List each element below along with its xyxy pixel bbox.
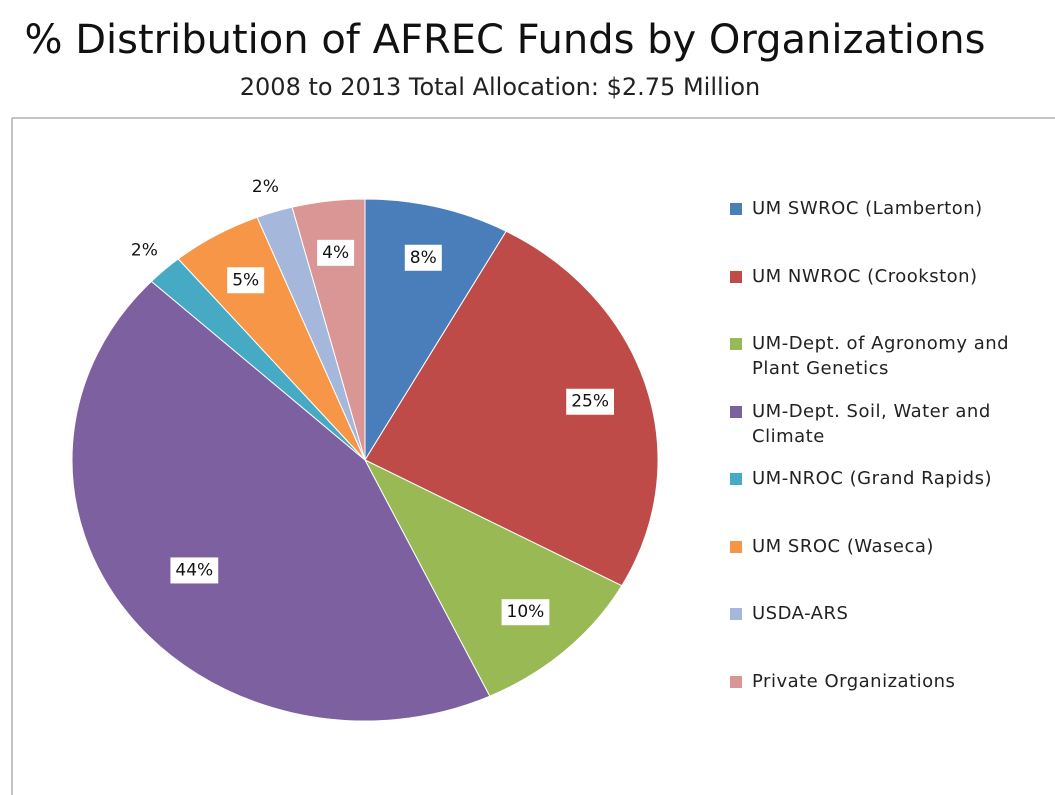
- pie-slice: [71, 280, 491, 722]
- legend-label: UM-Dept. Soil, Water and Climate: [752, 400, 991, 447]
- legend-item: UM NWROC (Crookston): [730, 264, 1052, 289]
- data-label-box: [317, 239, 355, 266]
- data-label: 2%: [252, 177, 279, 197]
- pie-slice: [363, 458, 623, 697]
- legend-swatch: [730, 540, 742, 553]
- data-label-box: [566, 388, 614, 415]
- data-label: 10%: [507, 602, 545, 622]
- legend-item: UM SWROC (Lamberton): [730, 196, 1052, 221]
- legend-label: UM SROC (Waseca): [752, 535, 934, 557]
- data-label: 4%: [322, 243, 349, 263]
- pie-slice: [364, 198, 507, 462]
- pie-slice: [364, 230, 659, 587]
- legend-swatch: [730, 203, 742, 215]
- legend-swatch: [730, 473, 742, 485]
- data-label: 44%: [175, 560, 213, 580]
- chart-subtitle: 2008 to 2013 Total Allocation: $2.75 Mil…: [240, 73, 760, 101]
- data-label: 2%: [131, 241, 158, 261]
- legend-swatch: [730, 270, 742, 283]
- data-label-box: [170, 557, 219, 584]
- legend-swatch: [730, 338, 742, 350]
- data-label: 25%: [571, 392, 609, 412]
- legend-label: UM SWROC (Lamberton): [752, 198, 983, 219]
- legend-swatch: [730, 608, 742, 620]
- legend-item: Private Organizations: [730, 669, 1052, 694]
- legend-swatch: [730, 675, 742, 688]
- data-label: 5%: [232, 270, 259, 290]
- data-label-box: [227, 267, 265, 294]
- legend-swatch: [730, 405, 742, 418]
- data-label-box: [404, 244, 442, 271]
- legend-label: UM-Dept. of Agronomy and Plant Genetics: [752, 333, 1010, 379]
- legend-item: UM-Dept. of Agronomy and Plant Genetics: [730, 331, 1052, 381]
- legend-item: UM-NROC (Grand Rapids): [730, 466, 1052, 491]
- legend-label: UM NWROC (Crookston): [752, 265, 978, 287]
- legend-item: UM SROC (Waseca): [730, 534, 1052, 559]
- data-label: 8%: [410, 248, 437, 268]
- legend-label: USDA-ARS: [752, 603, 849, 624]
- legend-item: USDA-ARS: [730, 601, 1052, 626]
- legend-label: UM-NROC (Grand Rapids): [752, 468, 992, 489]
- legend-label: Private Organizations: [752, 670, 956, 692]
- legend-item: UM-Dept. Soil, Water and Climate: [730, 399, 1052, 449]
- data-label-box: [501, 599, 550, 626]
- chart-title: % Distribution of AFREC Funds by Organiz…: [25, 17, 986, 63]
